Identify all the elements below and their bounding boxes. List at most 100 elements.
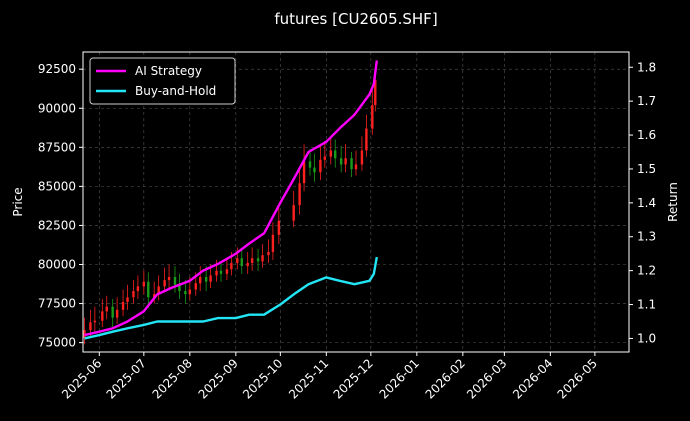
candle-body xyxy=(371,105,374,129)
x-tick-label: 2025-12 xyxy=(331,356,376,401)
x-tick-label: 2026-04 xyxy=(510,356,555,401)
y-left-tick-label: 75000 xyxy=(38,336,76,350)
candle-body xyxy=(178,284,181,292)
candle-body xyxy=(111,306,114,318)
candle-body xyxy=(89,322,92,331)
candle-body xyxy=(215,270,218,276)
y-right-tick-label: 1.4 xyxy=(637,196,656,210)
y-axis-left-label: Price xyxy=(11,187,25,216)
y-left-tick-label: 77500 xyxy=(38,297,76,311)
series-lines xyxy=(84,60,378,340)
y-left-tick-label: 85000 xyxy=(38,179,76,193)
y-axis-right-label: Return xyxy=(666,182,680,222)
candle-body xyxy=(360,150,364,165)
legend-label: Buy-and-Hold xyxy=(135,84,216,98)
candle-body xyxy=(126,297,129,302)
candle-body xyxy=(157,286,160,295)
legend-label: AI Strategy xyxy=(135,64,202,78)
candle-body xyxy=(271,234,275,252)
candle-body xyxy=(167,277,171,281)
chart-title: futures [CU2605.SHF] xyxy=(274,10,437,28)
y-left-tick-label: 90000 xyxy=(38,101,76,115)
candle-body xyxy=(136,286,140,292)
candle-body xyxy=(209,275,212,282)
y-right-tick-label: 1.2 xyxy=(637,264,656,278)
x-tick-label: 2025-06 xyxy=(59,356,104,401)
candle-body xyxy=(163,280,166,287)
x-tick-label: 2025-11 xyxy=(286,356,331,401)
candle-body xyxy=(292,205,295,221)
candle-body xyxy=(115,309,119,318)
candle-body xyxy=(308,161,312,168)
y-right-tick-label: 1.6 xyxy=(637,128,656,142)
candle-body xyxy=(246,262,249,267)
legend: AI Strategy Buy-and-Hold xyxy=(89,57,236,105)
candle-body xyxy=(339,158,343,165)
candle-body xyxy=(230,262,233,270)
candle-body xyxy=(329,150,332,157)
candle-body xyxy=(188,289,192,295)
candle-body xyxy=(250,258,254,263)
candle-body xyxy=(313,167,316,173)
candle-body xyxy=(256,258,260,262)
x-axis: 2025-06 2025-07 2025-08 2025-09 2025-10 2025-… xyxy=(59,352,600,402)
legend-box xyxy=(89,57,236,105)
candle-body xyxy=(199,277,202,284)
y-left-tick-label: 80000 xyxy=(38,258,76,272)
candle-body xyxy=(101,311,104,321)
candle-body xyxy=(121,302,125,310)
candle-body xyxy=(344,158,347,165)
x-tick-label: 2025-07 xyxy=(104,356,149,401)
candle-body xyxy=(93,320,97,323)
candle-body xyxy=(147,281,150,298)
y-right-tick-label: 1.7 xyxy=(637,94,656,108)
candle-body xyxy=(240,258,243,267)
candle-body xyxy=(132,291,135,298)
candle-body xyxy=(302,161,306,184)
candle-body xyxy=(204,277,208,282)
right-axis: 1.0 1.1 1.2 1.3 1.4 1.5 1.6 1.7 1.8 xyxy=(629,60,656,345)
candle-body xyxy=(277,220,281,235)
y-left-tick-label: 82500 xyxy=(38,218,76,232)
candle-body xyxy=(354,164,358,170)
candle-body xyxy=(219,270,223,274)
candle-body xyxy=(153,294,156,298)
candle-body xyxy=(236,258,239,263)
candle-body xyxy=(319,159,322,173)
candle-body xyxy=(173,277,177,285)
x-tick-label: 2026-01 xyxy=(377,356,422,401)
candle-body xyxy=(350,158,353,170)
y-right-tick-label: 1.5 xyxy=(637,162,656,176)
x-tick-label: 2026-02 xyxy=(423,356,468,401)
candle-body xyxy=(323,156,327,160)
series-line-ai-strategy xyxy=(84,60,378,337)
y-left-tick-label: 87500 xyxy=(38,140,76,154)
x-tick-label: 2026-03 xyxy=(464,356,509,401)
y-left-tick-label: 92500 xyxy=(38,62,76,76)
candle-body xyxy=(261,255,264,262)
y-right-tick-label: 1.1 xyxy=(637,298,656,312)
candle-body xyxy=(298,183,301,206)
candle-body xyxy=(225,269,229,274)
x-tick-label: 2025-09 xyxy=(196,356,241,401)
plot-frame xyxy=(82,51,630,353)
candle-body xyxy=(334,150,337,159)
x-tick-label: 2025-08 xyxy=(150,356,195,401)
candle-body xyxy=(105,306,108,312)
candle-body xyxy=(374,80,377,106)
x-tick-label: 2026-05 xyxy=(555,356,600,401)
candle-body xyxy=(365,128,368,151)
x-tick-label: 2025-10 xyxy=(240,356,285,401)
series-line-buy-and-hold xyxy=(84,256,378,340)
candle-body xyxy=(142,281,146,287)
y-right-tick-label: 1.0 xyxy=(637,331,656,345)
y-right-tick-label: 1.8 xyxy=(637,60,656,74)
left-axis: 75000 77500 80000 82500 85000 87500 90000 92500 xyxy=(38,62,83,350)
candle-body xyxy=(184,291,187,295)
y-right-tick-label: 1.3 xyxy=(637,230,656,244)
candle-body xyxy=(267,252,270,256)
candlesticks xyxy=(83,67,377,345)
candle-body xyxy=(194,283,197,290)
